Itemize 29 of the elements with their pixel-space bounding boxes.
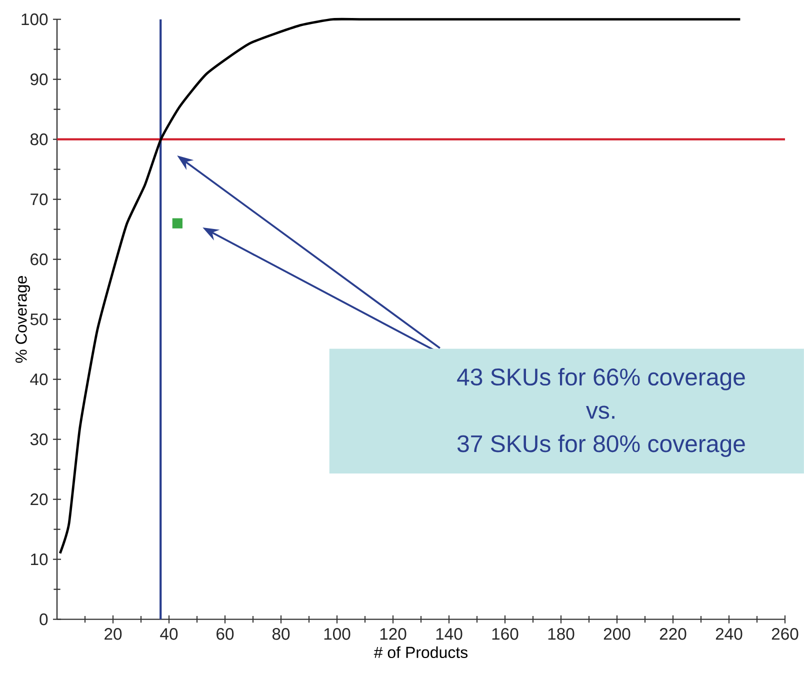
annotation: vs. [586,406,614,419]
x-tick-label: 120 [380,628,406,640]
y-tick-label: 50 [30,313,48,326]
y-tick-label: 80 [30,133,48,146]
y-tick-label: 90 [30,73,48,86]
y-tick-label: 40 [30,373,48,386]
x-tick-label: 40 [160,628,178,640]
y-tick-label: 0 [40,613,48,626]
x-tick-label: 160 [492,628,518,640]
y-tick-label: 10 [31,553,48,566]
x-tick-label: 220 [660,628,686,640]
y-tick-label: 30 [30,433,48,446]
x-tick-label: 180 [548,628,574,640]
y-tick-label: 60 [30,253,48,266]
x-tick-label: 60 [216,628,234,640]
annotation: 37 SKUs for 80% coverage [457,434,745,457]
x-tick-label: 240 [716,628,742,640]
x-tick-label: 20 [104,628,122,640]
x-axis-title: # of Products [374,646,468,658]
y-tick-label: 100 [22,13,48,26]
x-tick-label: 260 [772,628,798,640]
annotation: 43 SKUs for 66% coverage [457,368,745,390]
x-tick-label: 80 [272,628,290,640]
x-tick-label: 100 [324,628,350,640]
x-tick-label: 140 [436,628,462,640]
y-axis-title: % Coverage [16,276,30,363]
y-tick-label: 20 [30,493,48,506]
x-tick-label: 200 [604,628,630,640]
y-tick-label: 70 [30,193,48,206]
